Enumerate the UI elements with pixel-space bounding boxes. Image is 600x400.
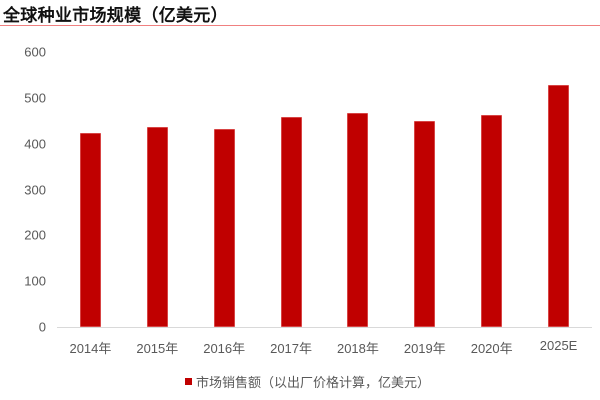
x-tick-label: 2018年: [336, 341, 379, 356]
legend: 市场销售额（以出厂价格计算，亿美元）: [185, 372, 430, 391]
title-underline: [0, 25, 600, 26]
x-tick-label: 2017年: [270, 341, 313, 356]
legend-label: 市场销售额（以出厂价格计算，亿美元）: [196, 376, 431, 391]
x-tick-label: 2016年: [203, 341, 246, 356]
y-tick-label: 500: [24, 90, 46, 106]
bar: [548, 85, 570, 327]
y-tick-label: 300: [24, 182, 46, 197]
x-tick-label: 2019年: [403, 341, 446, 356]
bar: [481, 114, 503, 327]
x-tick-label: 2025E: [539, 338, 578, 353]
x-tick-label: 2015年: [136, 341, 179, 356]
x-axis-line: [57, 327, 592, 328]
bar: [79, 132, 101, 327]
y-tick-label: 200: [24, 227, 46, 243]
bar: [213, 129, 235, 327]
y-tick-label: 400: [24, 136, 46, 152]
bar: [347, 112, 369, 327]
bar: [280, 116, 302, 327]
bar: [146, 126, 168, 327]
y-tick-label: 600: [24, 44, 46, 60]
x-tick-label: 2014年: [69, 341, 112, 356]
y-tick-label: 0: [38, 319, 46, 335]
x-tick-label: 2020年: [470, 341, 513, 356]
legend-swatch-icon: [185, 378, 192, 385]
chart-title: 全球种业市场规模（亿美元）: [3, 6, 228, 26]
y-tick-label: 100: [24, 273, 46, 289]
bar: [414, 120, 436, 327]
